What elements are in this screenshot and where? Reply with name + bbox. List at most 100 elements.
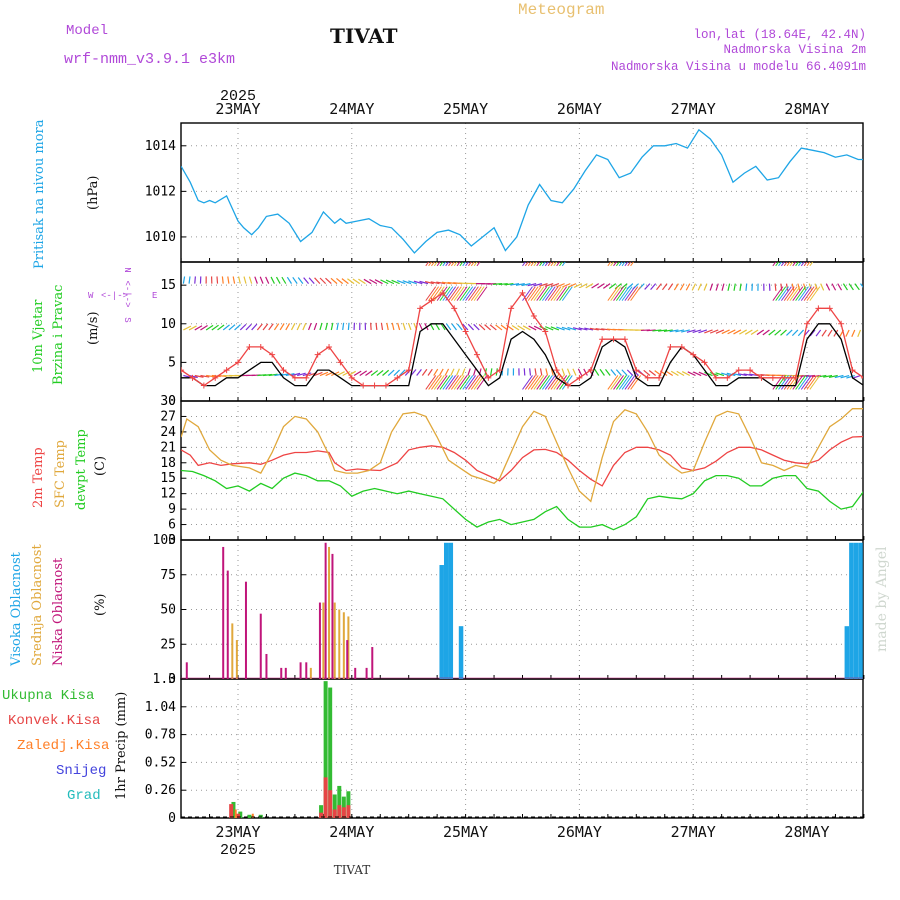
total-rain-bar: [231, 801, 236, 818]
wind-arrow: [418, 322, 423, 331]
wind-arrow: [517, 325, 526, 331]
wind-arrow: [183, 325, 192, 331]
wind-hatch: [795, 262, 799, 267]
wind-arrow: [854, 283, 860, 291]
legend-conv-rain: Konvek.Kisa: [8, 713, 100, 729]
wind-hatch: [627, 262, 632, 267]
wind-hatch: [425, 262, 430, 267]
wind-arrow: [303, 277, 310, 284]
wind-hatch: [522, 286, 533, 301]
wind-arrow: [851, 329, 856, 337]
wind-gust-line-marker: [621, 336, 628, 343]
wind-hatch: [433, 262, 438, 267]
wind-arrow: [281, 276, 287, 284]
temperature-ytick-label: 24: [160, 425, 176, 440]
wind-arrow: [451, 323, 457, 331]
wind-gust-line-marker: [181, 367, 185, 374]
wind-arrow: [200, 325, 208, 331]
mid-cloud-bar: [333, 602, 336, 679]
wind-gust-line-marker: [849, 367, 856, 374]
wind-arrow: [650, 283, 657, 290]
precip-legend: Ukupna Kisa Konvek.Kisa Zaledj.Kisa Snij…: [2, 688, 109, 804]
low-cloud-bar: [365, 667, 368, 679]
wind-hatch: [468, 375, 479, 390]
compass-ns-arrow: <-|->: [122, 280, 132, 307]
wind-arrow: [399, 369, 406, 376]
wind-gust-line-marker: [417, 305, 424, 312]
wind-arrow: [376, 369, 384, 376]
wind-gust-line-marker: [747, 367, 754, 374]
wind-arrow: [721, 283, 725, 291]
wind-arrow: [533, 283, 543, 287]
wind-gust-line-marker: [599, 336, 606, 343]
wind-hatch: [778, 286, 789, 301]
wind-arrow: [837, 283, 843, 291]
wind-hatch: [621, 286, 633, 301]
precip-ytick-label: 0.78: [145, 728, 176, 743]
wind-arrow: [703, 283, 708, 291]
wind-arrow: [825, 283, 831, 291]
wind-arrow: [419, 280, 429, 285]
low-cloud-bar: [299, 662, 302, 679]
wind-arrow: [815, 329, 822, 337]
wind-arrow: [669, 329, 679, 333]
wind-arrow: [610, 369, 617, 376]
wind-arrow: [583, 368, 588, 376]
wind-arrow: [704, 329, 713, 334]
wind-arrow: [270, 276, 275, 284]
wind-hatch: [539, 262, 543, 267]
wind-arrow: [375, 322, 378, 331]
wind-arrow: [194, 276, 196, 284]
wind-hatch: [448, 286, 459, 301]
wind-arrow: [842, 283, 848, 291]
wind-gust-line-marker: [758, 374, 765, 381]
day-label-bottom: 24MAY: [329, 823, 374, 841]
wind-hatch: [476, 375, 488, 390]
wind-arrow: [685, 283, 691, 291]
wind-hatch: [798, 375, 809, 390]
wind-arrow: [243, 276, 247, 284]
wind-arrow: [319, 322, 323, 331]
wind-gust-line-marker: [826, 305, 833, 312]
wind-arrow: [578, 327, 588, 331]
wind-arrow: [256, 323, 263, 331]
wind-arrow: [721, 329, 730, 335]
precip-frame: [180, 678, 864, 819]
wind-gust-line-marker: [530, 313, 537, 320]
wind-arrow: [238, 276, 241, 284]
low-cloud-bar: [265, 653, 268, 679]
wind-arrow: [259, 276, 264, 284]
wind-gust-line-marker: [690, 351, 697, 358]
wind-gust-line-marker: [781, 374, 788, 381]
wind-arrow: [275, 276, 281, 284]
wind-arrow: [404, 369, 411, 376]
temp2m-line-group: [181, 435, 863, 487]
wind-arrow: [665, 370, 674, 377]
wind-gust-line-marker: [735, 367, 742, 374]
wind-hatch: [556, 375, 568, 390]
coordinates: lon,lat (18.64E, 42.4N): [693, 28, 866, 42]
wind-arrow: [737, 373, 747, 377]
wind-hatch: [792, 286, 804, 301]
wind-hatch: [524, 286, 536, 301]
compass-legend: N <-|-> S W <-|-> E: [88, 267, 157, 322]
wind-arrow: [550, 326, 560, 331]
wind-gust-line-marker: [348, 374, 355, 381]
wind-arrow: [648, 370, 657, 376]
wind-gust-line-marker: [496, 367, 503, 374]
low-cloud-label: Niska Oblacnost: [51, 557, 66, 666]
wind-hatch: [795, 375, 807, 390]
wind-arrow: [251, 323, 258, 331]
wind-hatch: [542, 375, 553, 390]
wind-arrow: [667, 283, 674, 291]
elevation: Nadmorska Visina 2m: [723, 43, 866, 57]
wind-hatch: [533, 286, 545, 301]
wind-arrow: [380, 279, 389, 285]
wind-arrow: [445, 323, 452, 331]
wind-ytick-label: 15: [160, 278, 176, 293]
wind-hatch: [439, 375, 451, 390]
wind-arrow: [561, 326, 571, 331]
wind-hatch: [621, 262, 626, 267]
conv-rain-bar: [328, 790, 333, 818]
wind-hatch: [795, 286, 807, 301]
